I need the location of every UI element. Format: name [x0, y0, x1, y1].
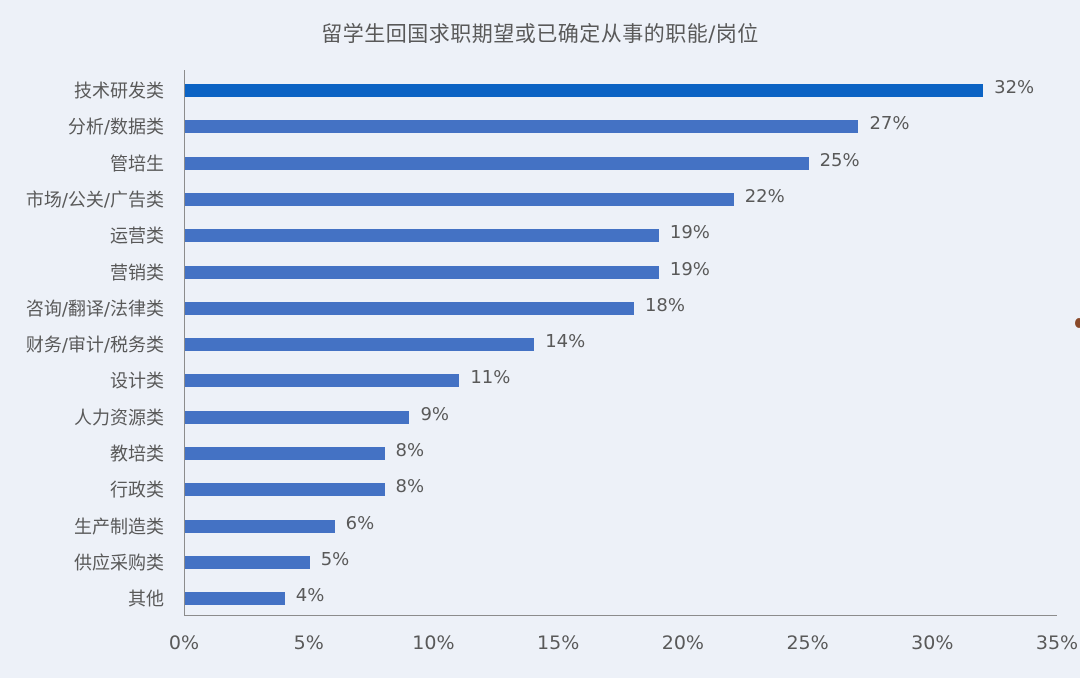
value-label: 18%	[644, 294, 685, 316]
value-label: 6%	[345, 512, 375, 534]
bar	[185, 410, 410, 424]
x-tick-label: 35%	[1035, 632, 1079, 654]
value-label: 22%	[744, 185, 785, 207]
category-label: 其他	[128, 589, 164, 611]
x-axis-line	[184, 615, 1057, 616]
value-label: 8%	[395, 440, 425, 461]
category-label: 财务/审计/税务类	[25, 335, 164, 357]
category-label: 分析/数据类	[67, 117, 164, 139]
bar-row: 设计类 11%	[0, 361, 1080, 397]
bar-row: 分析/数据类 27%	[0, 107, 1080, 143]
bar	[185, 229, 659, 243]
bar	[185, 192, 734, 206]
category-label: 营销类	[110, 262, 164, 284]
category-label: 咨询/翻译/法律类	[25, 298, 164, 320]
bar-row: 教培类 8%	[0, 434, 1080, 470]
bar-row: 营销类 19%	[0, 253, 1080, 289]
bar-row: 人力资源类 9%	[0, 398, 1080, 434]
bar	[185, 374, 460, 388]
category-label: 技术研发类	[74, 81, 164, 102]
category-label: 行政类	[110, 480, 164, 502]
value-label: 9%	[420, 403, 450, 425]
category-label: 管培生	[110, 153, 164, 175]
x-tick-label: 15%	[537, 632, 580, 654]
bar	[185, 592, 285, 606]
category-label: 生产制造类	[74, 516, 164, 538]
value-label: 8%	[395, 476, 425, 498]
x-tick-label: 25%	[786, 632, 829, 654]
value-label: 32%	[994, 77, 1035, 98]
chart-title: 留学生回国求职期望或已确定从事的职能/岗位	[321, 22, 759, 46]
x-tick-label: 20%	[661, 632, 704, 654]
bar-row: 财务/审计/税务类 14%	[0, 325, 1080, 361]
bar	[185, 483, 385, 497]
bar-row: 生产制造类 6%	[0, 507, 1080, 543]
bar-row: 运营类 19%	[0, 216, 1080, 252]
x-tick-label: 0%	[168, 632, 200, 654]
bar	[185, 84, 984, 97]
bar-row: 管培生 25%	[0, 144, 1080, 180]
value-label: 5%	[320, 548, 350, 570]
bar-row: 咨询/翻译/法律类 18%	[0, 289, 1080, 325]
category-label: 运营类	[110, 226, 164, 248]
x-tick-label: 5%	[293, 632, 324, 654]
bar	[185, 519, 335, 533]
category-label: 市场/公关/广告类	[25, 189, 164, 211]
x-tick-label: 10%	[412, 632, 455, 654]
value-label: 4%	[295, 585, 325, 607]
bar-row: 市场/公关/广告类 22%	[0, 180, 1080, 216]
value-label: 27%	[869, 113, 910, 135]
category-label: 人力资源类	[74, 407, 164, 429]
bar	[185, 120, 859, 134]
value-label: 14%	[545, 331, 586, 353]
bar	[185, 338, 535, 352]
category-label: 供应采购类	[74, 552, 164, 574]
decorative-dot-icon	[1075, 318, 1080, 328]
value-label: 25%	[819, 149, 860, 171]
bar-row: 供应采购类 5%	[0, 543, 1080, 579]
bar	[185, 156, 809, 170]
value-label: 19%	[669, 222, 710, 244]
bar	[185, 301, 634, 315]
value-label: 19%	[669, 258, 710, 280]
value-label: 11%	[470, 367, 511, 389]
category-label: 设计类	[110, 371, 164, 393]
bar-row: 技术研发类 32%	[0, 71, 1080, 107]
y-axis-line	[184, 70, 185, 616]
bar	[185, 447, 385, 460]
category-label: 教培类	[110, 444, 164, 465]
bar-row: 行政类 8%	[0, 470, 1080, 506]
bar	[185, 555, 310, 569]
bar	[185, 265, 659, 279]
x-tick-label: 30%	[911, 632, 954, 654]
bar-row: 其他 4%	[0, 579, 1080, 615]
